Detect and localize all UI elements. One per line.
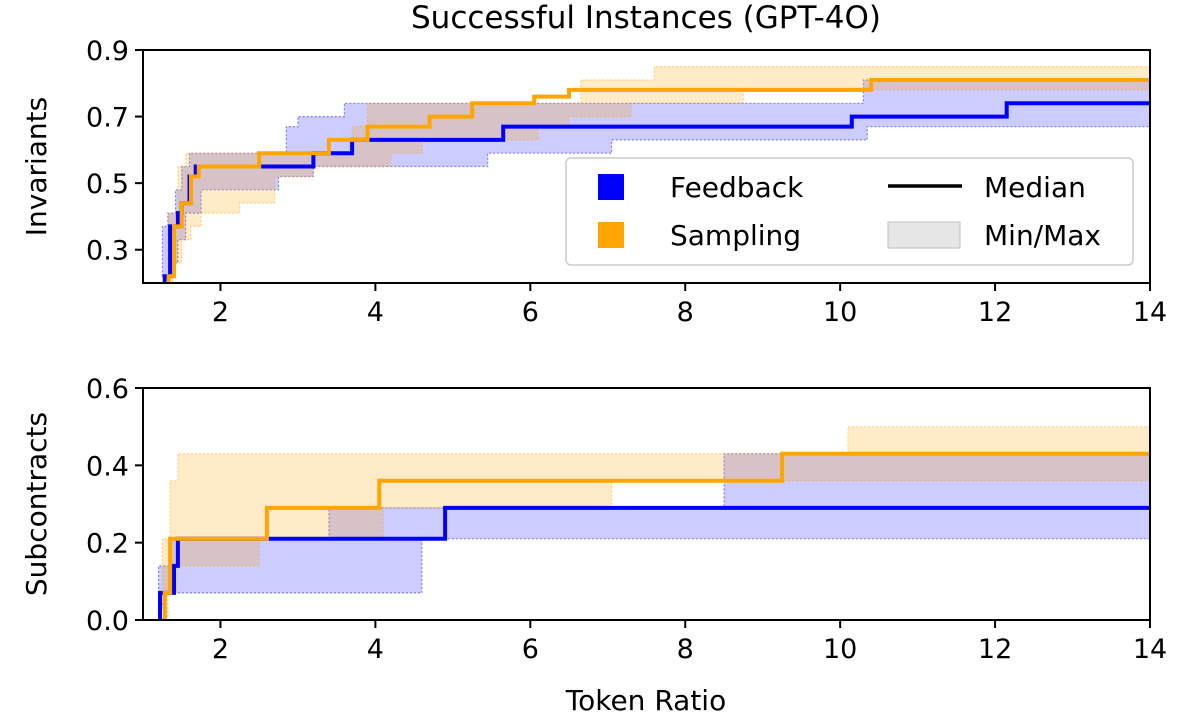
legend-box — [565, 157, 1134, 266]
invariants-y-axis-label: Invariants — [20, 97, 53, 237]
y-tick-label: 0.9 — [86, 36, 129, 67]
y-tick-label: 0.4 — [86, 451, 129, 482]
x-tick-label: 10 — [823, 297, 857, 328]
feedback-minmax-band — [161, 79, 1150, 283]
invariants-panel: 2 4 6 8 10 12 14 0.3 0.5 0.7 0.9 Invariants — [20, 36, 1167, 328]
x-tick-label: 2 — [212, 634, 229, 665]
subcontracts-panel: 2 4 6 8 10 12 14 0.0 0.2 0.4 0.6 Subcontracts — [20, 374, 1167, 665]
x-tick-label: 14 — [1133, 634, 1167, 665]
y-tick-label: 0.5 — [86, 169, 129, 200]
x-tick-label: 4 — [367, 297, 384, 328]
x-tick-label: 8 — [677, 634, 694, 665]
sampling-legend-swatch — [598, 222, 624, 248]
x-tick-label: 6 — [522, 634, 539, 665]
y-tick-label: 0.6 — [86, 374, 129, 405]
feedback-legend-swatch — [598, 174, 624, 200]
x-tick-label: 12 — [978, 634, 1012, 665]
minmax-legend-label: Min/Max — [984, 219, 1101, 252]
minmax-legend-swatch — [887, 221, 961, 249]
median-legend-label: Median — [984, 171, 1086, 204]
x-tick-label: 6 — [522, 297, 539, 328]
x-tick-label: 4 — [367, 634, 384, 665]
x-tick-label: 14 — [1133, 297, 1167, 328]
x-axis-label: Token Ratio — [565, 684, 726, 717]
invariants-axes-frame — [142, 49, 1151, 284]
feedback-minmax-band — [157, 453, 1150, 620]
subcontracts-y-axis-label: Subcontracts — [20, 412, 53, 596]
sampling-minmax-band — [168, 65, 1150, 283]
sampling-median-line — [162, 451, 1150, 620]
sampling-legend-label: Sampling — [670, 219, 801, 252]
sampling-median-line — [166, 78, 1150, 283]
x-tick-label: 10 — [823, 634, 857, 665]
chart-title: Successful Instances (GPT-4O) — [411, 0, 881, 36]
x-tick-label: 8 — [677, 297, 694, 328]
y-tick-label: 0.7 — [86, 103, 129, 134]
subcontracts-axes-frame — [142, 387, 1151, 621]
feedback-legend-label: Feedback — [670, 171, 804, 204]
y-tick-label: 0.2 — [86, 529, 129, 560]
legend: Feedback Sampling Median Min/Max — [565, 157, 1134, 266]
x-tick-label: 12 — [978, 297, 1012, 328]
y-tick-label: 0.0 — [86, 606, 129, 637]
sampling-minmax-band — [161, 426, 1150, 620]
y-tick-label: 0.3 — [86, 236, 129, 267]
x-tick-label: 2 — [212, 297, 229, 328]
